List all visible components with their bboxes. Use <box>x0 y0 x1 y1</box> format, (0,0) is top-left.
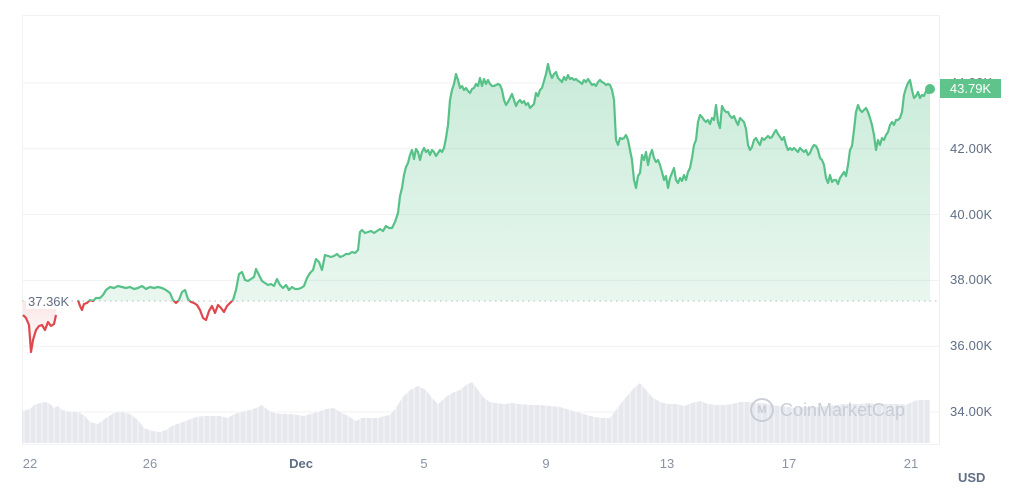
x-tick-label: 21 <box>903 456 919 471</box>
x-tick-label: 9 <box>542 456 550 471</box>
x-tick-label: 26 <box>142 456 158 471</box>
current-price-dot <box>925 84 935 94</box>
y-tick-label: 40.00K <box>950 206 993 222</box>
coinmarketcap-watermark: M CoinMarketCap <box>750 398 905 422</box>
volume-bars <box>22 380 931 443</box>
x-tick-label: 5 <box>420 456 428 471</box>
y-tick-label: 42.00K <box>950 140 993 156</box>
x-tick-label: Dec <box>289 456 313 471</box>
reference-price-label: 37.36K <box>26 294 72 309</box>
chart-frame <box>22 15 940 445</box>
current-price-badge: 43.79K <box>940 79 1001 98</box>
watermark-text: CoinMarketCap <box>780 399 906 420</box>
price-line <box>22 62 931 354</box>
currency-label: USD <box>958 470 986 485</box>
x-tick-label: 13 <box>659 456 675 471</box>
price-area <box>23 64 930 352</box>
x-tick-label: 22 <box>22 456 38 471</box>
y-tick-label: 38.00K <box>950 272 993 288</box>
y-tick-label: 36.00K <box>950 338 993 354</box>
coinmarketcap-logo-icon: M <box>750 398 774 422</box>
x-tick-label: 17 <box>781 456 797 471</box>
y-tick-label: 34.00K <box>950 404 993 419</box>
